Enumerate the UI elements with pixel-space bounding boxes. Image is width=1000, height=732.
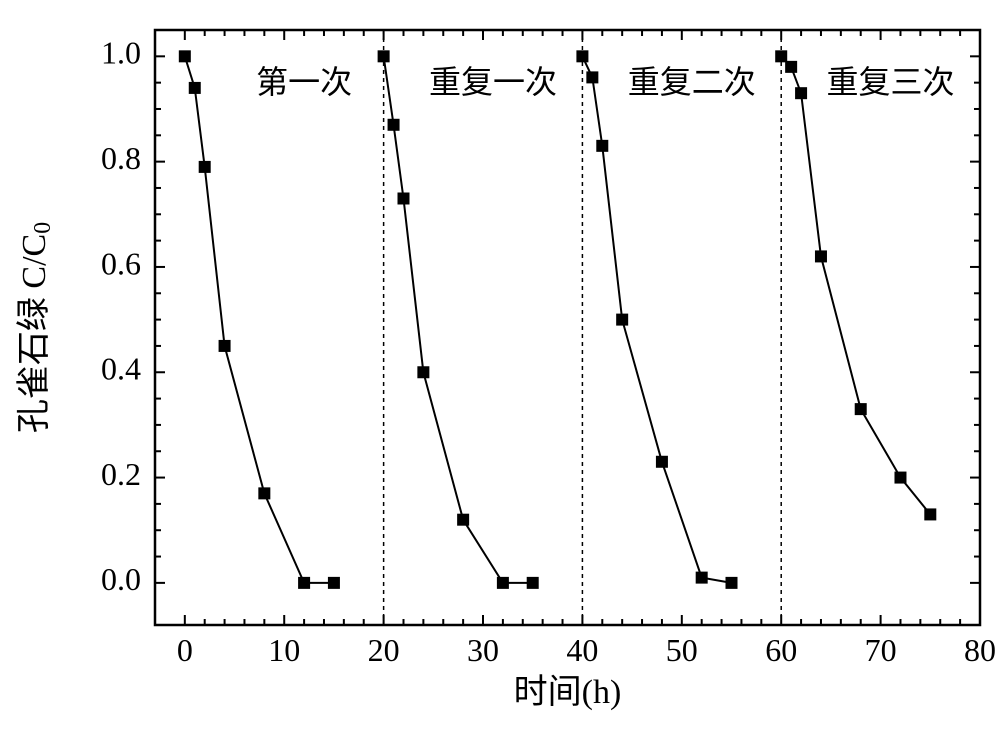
marker-cycle-1-2 [199,161,211,173]
marker-cycle-4-4 [855,403,867,415]
chart-container: 0 10 20 30 40 50 60 70 80 0.0 0.2 0.4 0.6 0.8 1.0 时间(h)… [0,0,1000,732]
marker-cycle-2-4 [457,514,469,526]
marker-cycle-2-0 [378,50,390,62]
x-tick-label-0: 0 [177,632,193,668]
segment-label-2: 重复二次 [628,64,756,100]
marker-cycle-3-6 [726,577,738,589]
marker-cycle-2-5 [497,577,509,589]
x-axis-title: 时间(h) [514,674,622,711]
x-tick-label-4: 40 [566,632,598,668]
marker-cycle-1-3 [219,340,231,352]
y-tick-label-0: 0.0 [101,561,141,597]
x-tick-label-1: 10 [268,632,300,668]
y-axis-title: 孔雀石绿 C/C0 [15,222,56,433]
marker-cycle-1-5 [298,577,310,589]
marker-cycle-4-1 [785,61,797,73]
y-tick-label-1: 0.2 [101,456,141,492]
marker-cycle-3-5 [696,572,708,584]
y-tick-label-5: 1.0 [101,35,141,71]
x-tick-label-7: 70 [865,632,897,668]
segment-label-1: 重复一次 [429,64,557,100]
marker-cycle-1-1 [189,82,201,94]
marker-cycle-2-2 [397,192,409,204]
marker-cycle-3-1 [586,71,598,83]
y-tick-label-4: 0.8 [101,140,141,176]
segment-label-0: 第一次 [256,64,352,100]
marker-cycle-4-5 [894,472,906,484]
marker-cycle-4-0 [775,50,787,62]
marker-cycle-3-2 [596,140,608,152]
marker-cycle-1-4 [258,487,270,499]
marker-cycle-3-3 [616,314,628,326]
marker-cycle-1-6 [328,577,340,589]
y-tick-label-2: 0.4 [101,351,141,387]
marker-cycle-4-3 [815,250,827,262]
x-tick-label-8: 80 [964,632,996,668]
x-tick-label-3: 30 [467,632,499,668]
marker-cycle-3-4 [656,456,668,468]
marker-cycle-4-2 [795,87,807,99]
marker-cycle-2-6 [527,577,539,589]
x-tick-label-6: 60 [765,632,797,668]
segment-label-3: 重复三次 [827,64,955,100]
marker-cycle-4-6 [924,508,936,520]
marker-cycle-2-3 [417,366,429,378]
x-tick-label-5: 50 [666,632,698,668]
marker-cycle-3-0 [576,50,588,62]
degradation-chart: 0 10 20 30 40 50 60 70 80 0.0 0.2 0.4 0.6 0.8 1.0 时间(h)… [0,0,1000,732]
x-tick-label-2: 20 [368,632,400,668]
y-tick-label-3: 0.6 [101,245,141,281]
marker-cycle-2-1 [388,119,400,131]
marker-cycle-1-0 [179,50,191,62]
